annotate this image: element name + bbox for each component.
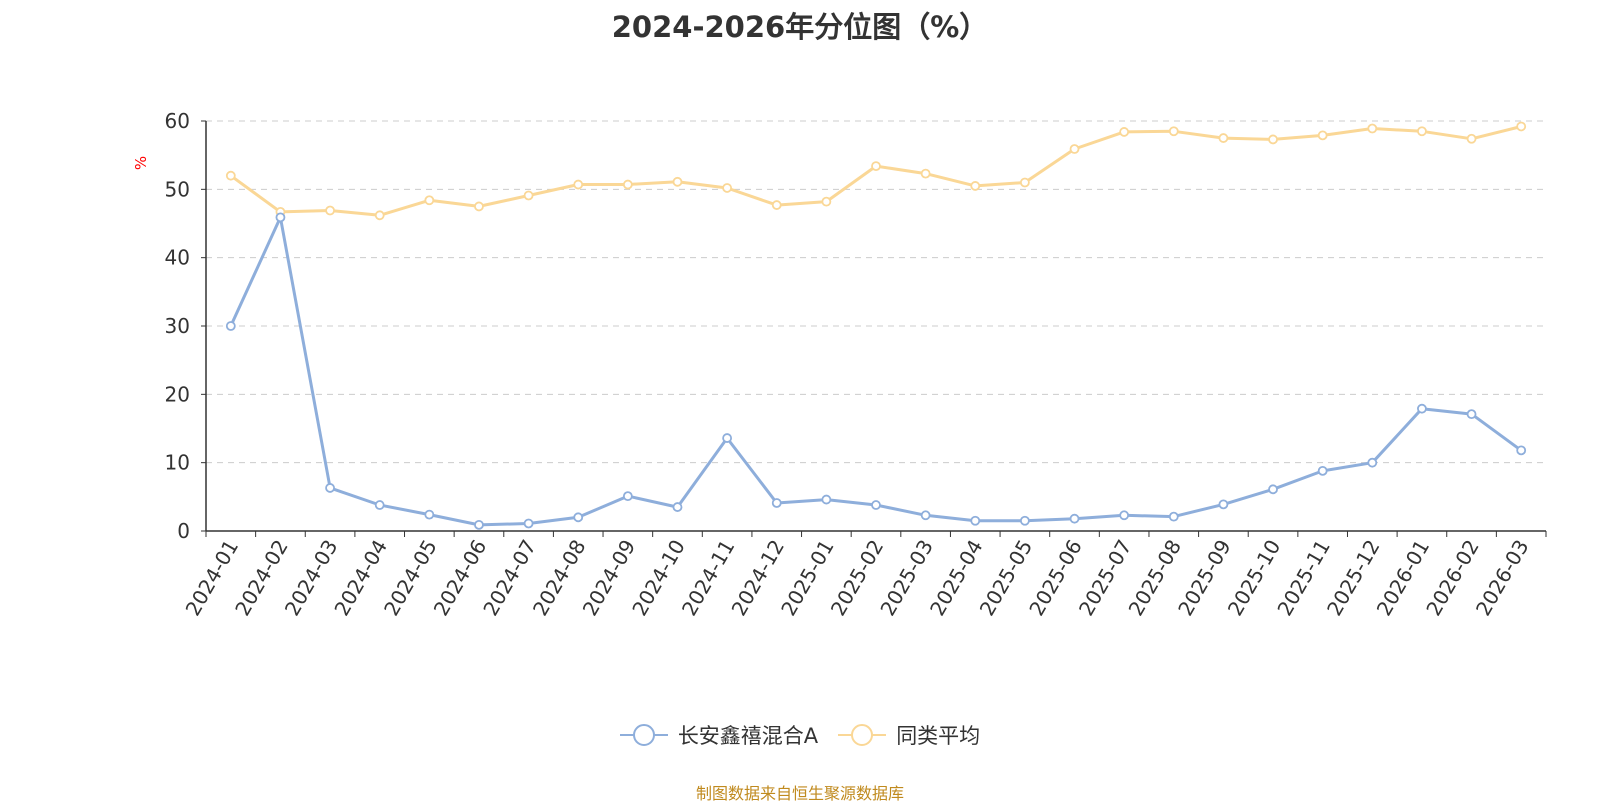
- data-point[interactable]: [424, 509, 435, 520]
- series-points: [225, 121, 1527, 530]
- data-point[interactable]: [1069, 513, 1080, 524]
- data-point[interactable]: [920, 168, 931, 179]
- data-point[interactable]: [821, 494, 832, 505]
- data-point[interactable]: [1466, 409, 1477, 420]
- grid-lines: [206, 120, 1546, 464]
- series-lines: [229, 125, 1523, 527]
- data-point[interactable]: [821, 196, 832, 207]
- data-point[interactable]: [1119, 510, 1130, 521]
- data-point[interactable]: [523, 190, 534, 201]
- y-tick-label: 0: [177, 519, 190, 543]
- chart-title: 2024-2026年分位图（%）: [611, 10, 989, 44]
- y-tick-label: 30: [165, 314, 190, 338]
- data-point[interactable]: [1168, 126, 1179, 137]
- y-tick-label: 10: [165, 451, 190, 475]
- legend-item-1[interactable]: 同类平均: [838, 720, 980, 750]
- series-line-0: [229, 215, 1523, 527]
- legend-label: 长安鑫禧混合A: [677, 724, 819, 748]
- data-point[interactable]: [573, 512, 584, 523]
- data-point[interactable]: [374, 500, 385, 510]
- data-point[interactable]: [573, 179, 584, 190]
- data-point[interactable]: [722, 183, 733, 193]
- data-point[interactable]: [1367, 457, 1378, 468]
- y-tick-label: 60: [165, 109, 190, 133]
- data-point[interactable]: [672, 176, 683, 187]
- legend[interactable]: 长安鑫禧混合A 同类平均: [0, 720, 1600, 753]
- data-point[interactable]: [1417, 403, 1427, 414]
- data-point[interactable]: [1317, 130, 1328, 141]
- data-point[interactable]: [1069, 144, 1080, 154]
- legend-label: 同类平均: [896, 724, 981, 748]
- data-point[interactable]: [424, 195, 435, 206]
- data-point[interactable]: [523, 518, 534, 529]
- axes: 01020304050602024-012024-022024-032024-0…: [165, 109, 1547, 620]
- y-tick-label: 50: [165, 177, 190, 201]
- data-point[interactable]: [1516, 445, 1527, 456]
- data-point[interactable]: [1119, 127, 1130, 137]
- data-point[interactable]: [225, 170, 236, 181]
- data-point[interactable]: [1218, 133, 1229, 143]
- data-point[interactable]: [771, 498, 782, 508]
- data-point[interactable]: [622, 491, 633, 502]
- data-point[interactable]: [722, 433, 733, 443]
- data-point[interactable]: [225, 321, 236, 331]
- data-point[interactable]: [771, 200, 782, 210]
- data-point[interactable]: [1417, 126, 1427, 137]
- data-point[interactable]: [970, 181, 981, 191]
- data-point[interactable]: [1466, 133, 1477, 144]
- data-point[interactable]: [1367, 123, 1378, 134]
- data-point[interactable]: [1019, 515, 1030, 526]
- data-point[interactable]: [1218, 499, 1229, 510]
- data-point[interactable]: [622, 179, 633, 190]
- data-point[interactable]: [871, 500, 881, 510]
- data-point[interactable]: [1168, 511, 1179, 522]
- data-point[interactable]: [325, 205, 335, 216]
- legend-marker-icon: [838, 724, 887, 746]
- source-note: 制图数据来自恒生聚源数据库: [695, 784, 904, 803]
- data-point[interactable]: [374, 210, 385, 221]
- data-point[interactable]: [672, 502, 683, 512]
- data-point[interactable]: [1268, 484, 1278, 495]
- data-point[interactable]: [1019, 177, 1030, 188]
- legend-marker-icon: [619, 724, 668, 746]
- y-tick-label: 20: [165, 382, 190, 406]
- data-point[interactable]: [1268, 134, 1278, 145]
- data-point[interactable]: [325, 483, 335, 493]
- data-point[interactable]: [920, 510, 931, 521]
- data-point[interactable]: [474, 519, 484, 530]
- data-point[interactable]: [970, 515, 981, 526]
- data-point[interactable]: [1317, 465, 1328, 476]
- legend-item-0[interactable]: 长安鑫禧混合A: [619, 720, 819, 750]
- data-point[interactable]: [1516, 121, 1527, 132]
- data-point[interactable]: [275, 212, 286, 223]
- data-point[interactable]: [474, 201, 484, 212]
- line-chart: 01020304050602024-012024-022024-032024-0…: [132, 109, 1547, 620]
- y-axis-label: %: [132, 156, 150, 170]
- data-point[interactable]: [871, 161, 881, 172]
- y-tick-label: 40: [165, 246, 190, 270]
